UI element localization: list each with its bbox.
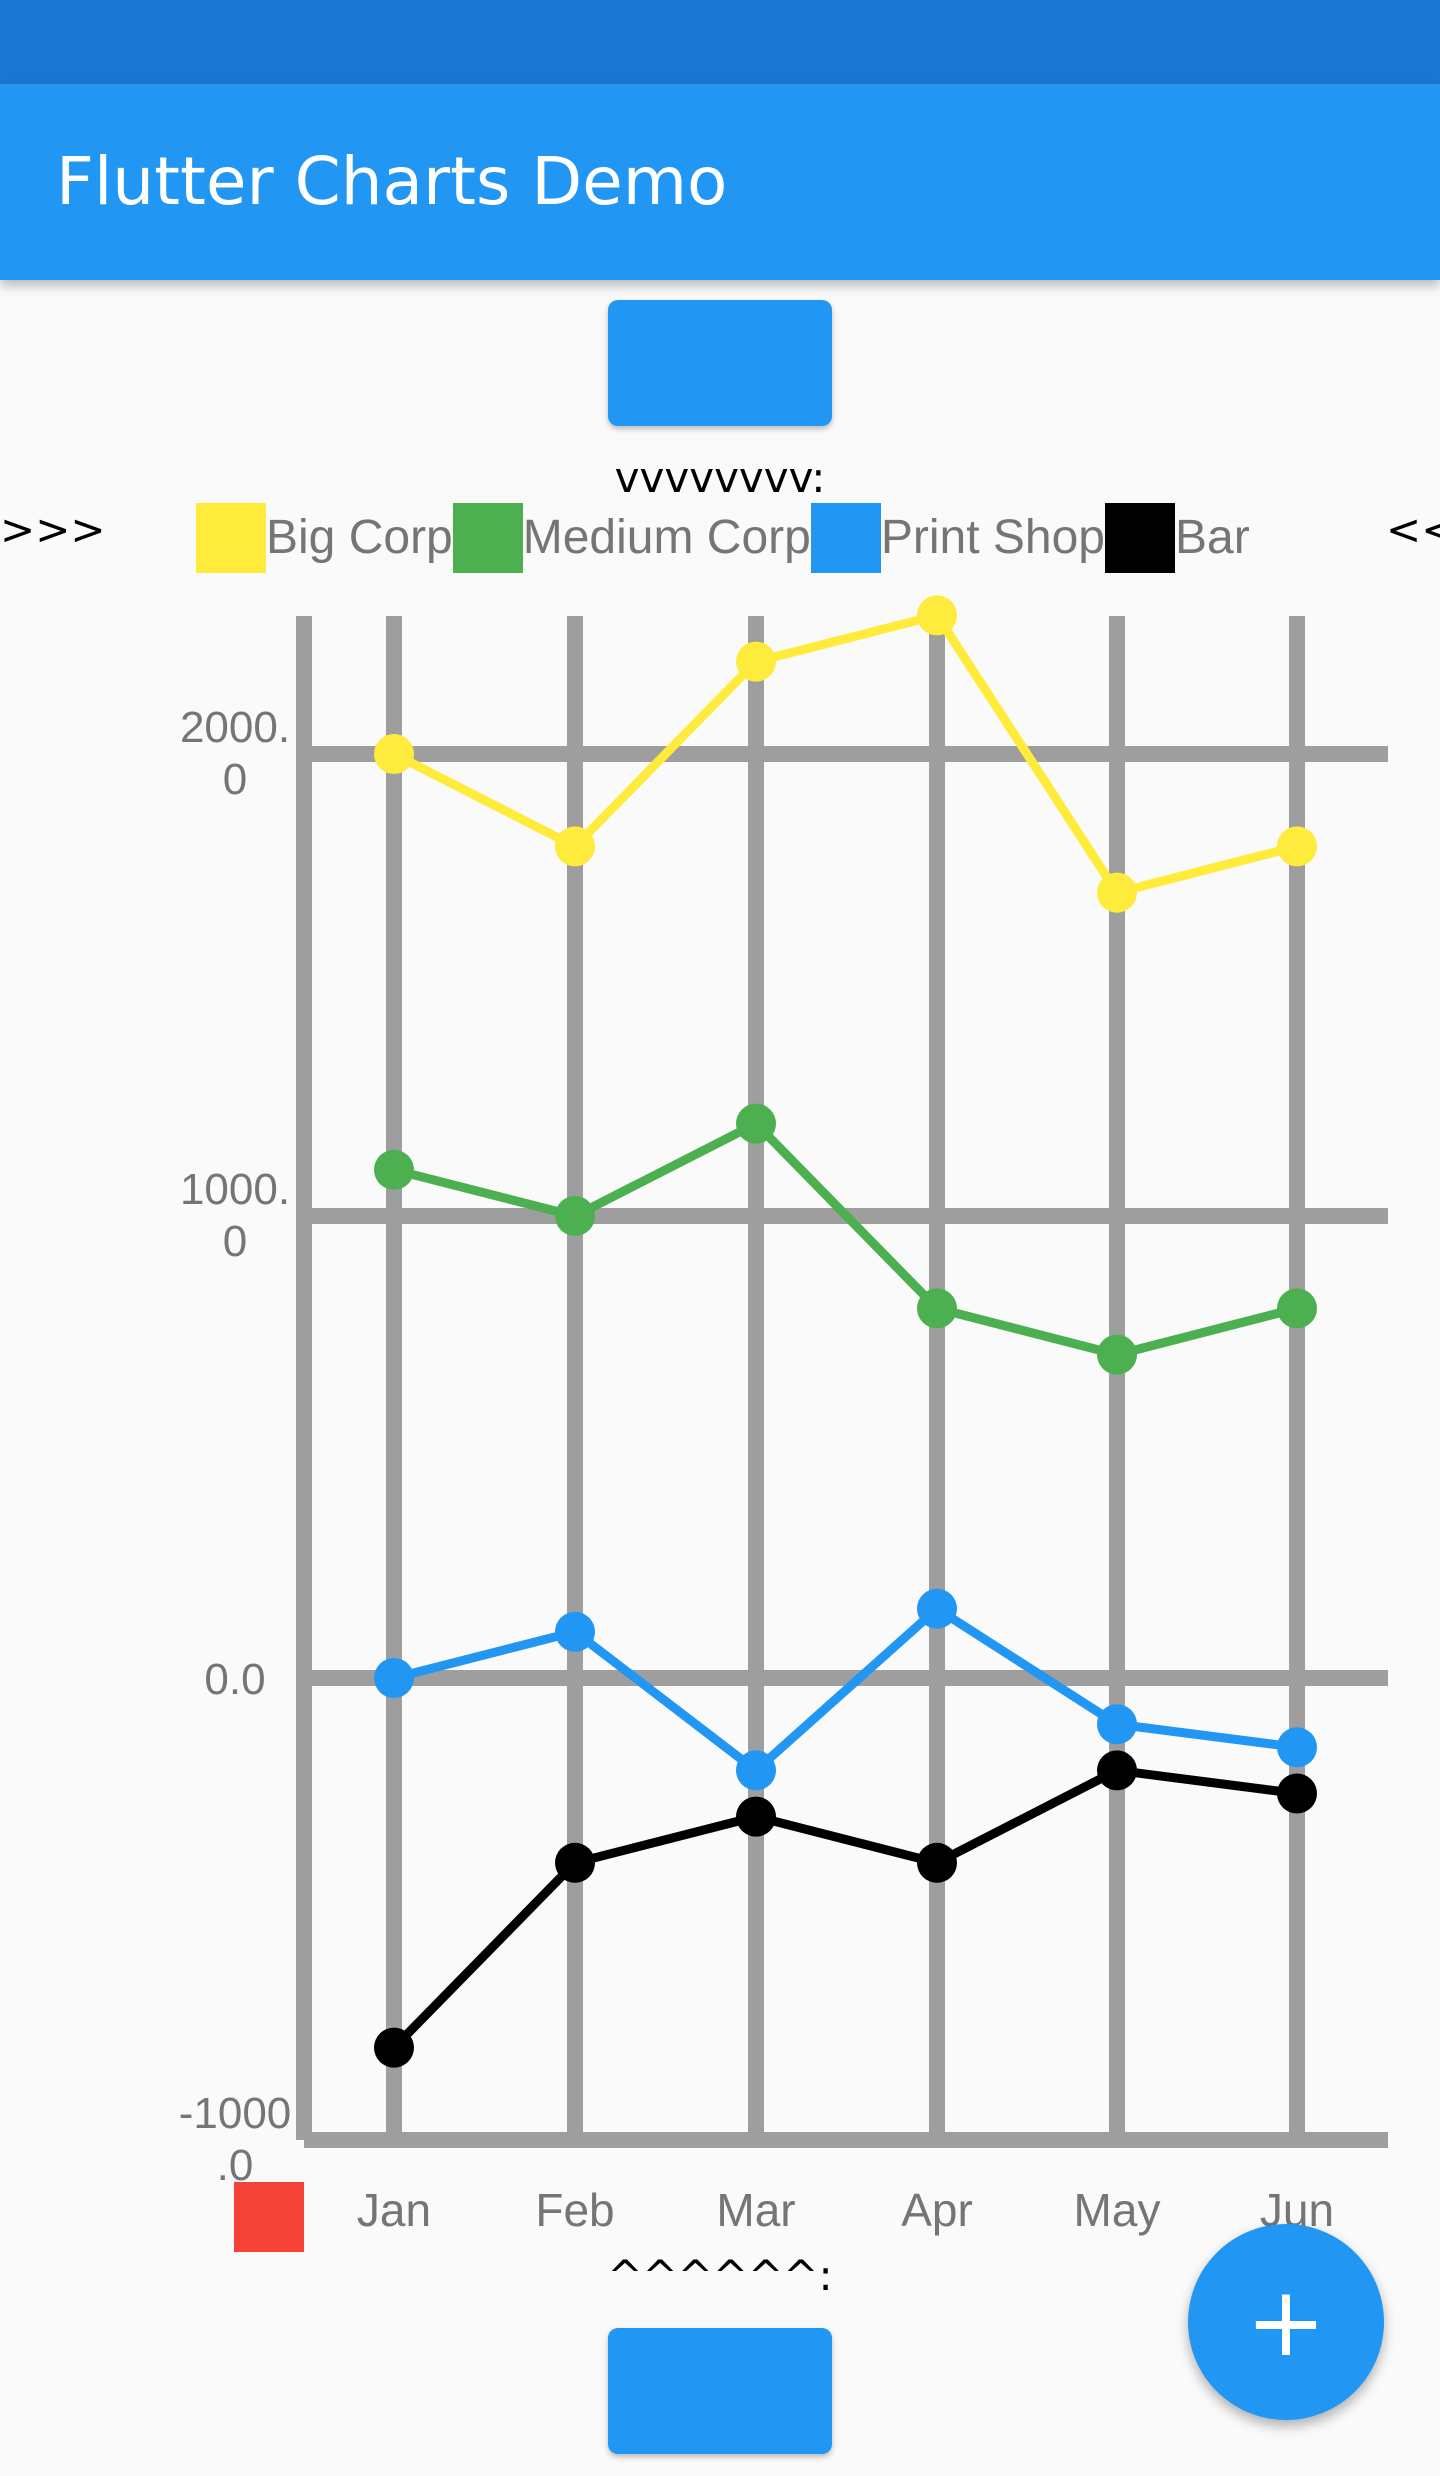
legend-swatch [196,503,266,573]
app-bar: Flutter Charts Demo [0,84,1440,280]
x-tick-label: Feb [535,2184,614,2236]
legend-item: Print Shop [810,502,1105,574]
x-tick-label: Mar [716,2184,795,2236]
data-point [736,1796,776,1837]
legend-label: Big Corp [266,511,453,564]
legend-scroll-right-indicator: << [1386,505,1440,554]
data-point [1097,1334,1137,1375]
data-point [374,734,414,774]
bottom-label: ^^^^^^: [607,2251,833,2300]
legend-swatch [810,503,881,573]
data-point [1097,1704,1137,1745]
data-point [917,1588,957,1629]
x-tick-label: Apr [901,2184,973,2236]
y-tick-label: 0.0 [204,1655,265,1704]
chart-legend: Big Corp Medium Corp Print Shop Bar [196,502,1250,574]
legend-swatch [452,503,523,573]
data-point [1277,1727,1317,1768]
status-bar [0,0,1440,84]
x-tick-label: May [1074,2184,1161,2236]
bottom-action-button[interactable] [608,2328,832,2454]
series-line [390,1765,1298,2051]
y-tick-label: -1000.0 [179,2089,292,2190]
app-title: Flutter Charts Demo [56,143,728,220]
legend-swatch [1104,503,1175,573]
red-marker-square [234,2182,304,2252]
x-tick-label: Jan [357,2184,431,2236]
data-point [1097,1750,1137,1791]
data-point [374,2027,414,2068]
series-line [391,610,1299,898]
top-action-button[interactable] [608,300,832,426]
data-point [1097,872,1137,913]
series-line [392,1119,1299,1360]
legend-item: Big Corp [196,502,453,574]
data-point [555,826,595,867]
data-point [555,1842,595,1883]
legend-item: Bar [1104,502,1250,574]
data-point [736,641,776,682]
top-label: vvvvvvvv: [614,453,826,502]
legend-label: Bar [1174,511,1250,564]
legend-label: Medium Corp [522,511,811,564]
data-point [917,1842,957,1883]
y-tick-label: 1000. 0 [180,1165,290,1266]
data-point [736,1750,776,1791]
data-point [917,1288,957,1329]
add-icon: + [1245,2266,1327,2378]
data-point [555,1196,595,1236]
data-point [917,595,957,636]
data-point [1277,826,1317,867]
series-line [392,1604,1298,1775]
legend-scroll-left-indicator: >>> [0,505,106,554]
data-point [1277,1773,1317,1814]
data-point [374,1149,414,1190]
add-fab-button[interactable]: + [1188,2224,1384,2420]
data-point [1277,1288,1317,1329]
y-tick-label: 2000. 0 [180,703,290,804]
legend-item: Medium Corp [452,502,811,574]
data-point [555,1611,595,1652]
data-point [374,1658,414,1698]
data-point [736,1103,776,1144]
legend-label: Print Shop [880,511,1105,564]
